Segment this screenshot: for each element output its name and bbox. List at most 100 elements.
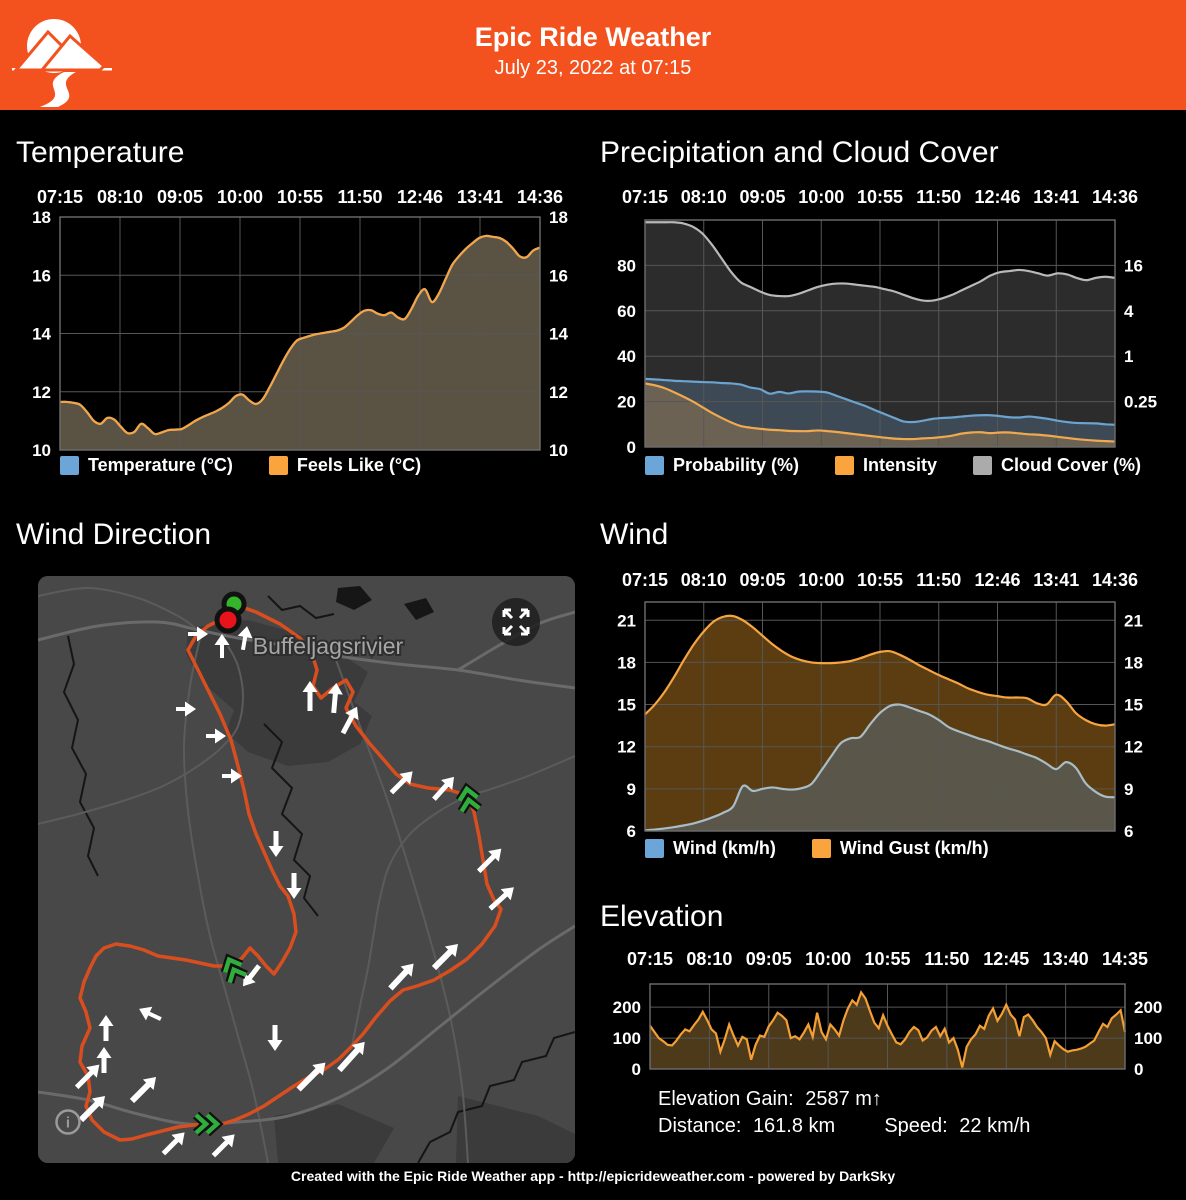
legend-swatch [60, 456, 79, 475]
info-button[interactable]: i [55, 1109, 81, 1135]
x-tick-label: 10:55 [857, 570, 903, 590]
legend-label: Cloud Cover (%) [1001, 455, 1142, 475]
x-tick-label: 14:36 [1092, 570, 1138, 590]
wind-arrow-icon [302, 681, 318, 711]
wind-direction-map[interactable]: Buffeljagsrivier i [38, 576, 575, 1163]
page-title: Epic Ride Weather [474, 22, 712, 52]
speed-label: Speed: [884, 1115, 948, 1137]
wind-arrow-icon [296, 1062, 326, 1092]
series-lines [59, 234, 541, 436]
expand-arrow-icon [502, 624, 514, 636]
wind-chart-svg: 07:15 08:10 09:05 10:00 10:55 11:50 12:46 13:41… [617, 570, 1143, 841]
wind-arrow-icon [488, 887, 514, 911]
legend-item: Probability (%) [645, 455, 799, 476]
y-tick-label-right: 16 [1124, 256, 1143, 275]
road-minor [38, 645, 245, 825]
legend-label: Wind (km/h) [673, 838, 776, 858]
temperature-chart-svg: 07:15 08:10 09:05 10:00 10:55 11:50 12:46 13:41… [32, 187, 568, 460]
x-tick-label: 10:55 [857, 187, 903, 207]
expand-arrow-icon [518, 624, 530, 636]
elevation-gain-value: 2587 m↑ [805, 1088, 882, 1110]
y-tick-label-right: 12 [549, 383, 568, 402]
legend-item: Feels Like (°C) [268, 455, 422, 476]
y-tick-label-right: 0 [1134, 1060, 1143, 1079]
wind-arrow-icon [98, 1015, 114, 1041]
x-tick-label: 08:10 [97, 187, 143, 207]
legend-label: Feels Like (°C) [296, 455, 422, 475]
legend-label: Probability (%) [673, 455, 800, 475]
x-tick-label: 07:15 [627, 949, 673, 969]
y-tick-label-right: 15 [1124, 696, 1143, 715]
x-tick-label: 12:45 [983, 949, 1029, 969]
x-tick-label: 10:00 [217, 187, 263, 207]
x-tick-label: 11:50 [337, 187, 382, 207]
report-datetime: July 23, 2022 at 07:15 [494, 57, 692, 79]
x-tick-label: 14:35 [1102, 949, 1148, 969]
x-tick-label: 07:15 [622, 570, 668, 590]
y-tick-label-left: 21 [617, 611, 636, 630]
route-map-svg[interactable]: Buffeljagsrivier i [38, 576, 575, 1163]
x-tick-label: 12:46 [397, 187, 443, 207]
map-water-blob [336, 586, 372, 610]
legend-swatch [973, 456, 993, 475]
x-tick-label: 12:46 [974, 570, 1020, 590]
route-direction-chevron-icon [220, 953, 248, 984]
wind-arrow-icon [389, 771, 413, 795]
legend-item: Wind Gust (km/h) [811, 838, 989, 859]
app-header: Epic Ride Weather July 23, 2022 at 07:15 [0, 0, 1186, 110]
y-tick-label-left: 18 [32, 208, 51, 227]
wind-arrow-icon [129, 1076, 157, 1104]
wind-arrow-icon [139, 1006, 162, 1021]
y-tick-label-right: 10 [549, 441, 568, 460]
wind-arrow-icon [388, 963, 414, 991]
wind-arrow-icon [214, 634, 230, 658]
wind-legend: Wind (km/h) Wind Gust (km/h) [645, 838, 989, 859]
legend-item: Wind (km/h) [645, 838, 776, 859]
x-tick-label: 14:36 [517, 187, 563, 207]
wind-arrow-icon [237, 626, 253, 651]
grid [644, 602, 1116, 832]
x-tick-label: 10:00 [798, 570, 844, 590]
legend-item: Intensity [835, 455, 937, 476]
wind-arrow-icon [286, 873, 302, 899]
footer-credit: Created with the Epic Ride Weather app -… [290, 1168, 896, 1184]
legend-swatch [645, 839, 664, 858]
x-tick-label: 09:05 [739, 187, 785, 207]
y-tick-label-left: 60 [617, 302, 636, 321]
y-tick-label-right: 18 [549, 208, 568, 227]
legend-item: Cloud Cover (%) [973, 455, 1141, 476]
wind-arrow-icon [242, 964, 261, 987]
x-tick-label: 12:46 [974, 187, 1020, 207]
temperature-chart: 07:15 08:10 09:05 10:00 10:55 11:50 12:46 13:41… [14, 183, 594, 484]
x-tick-label: 13:41 [457, 187, 503, 207]
x-tick-label: 14:36 [1092, 187, 1138, 207]
info-icon [55, 1109, 81, 1135]
fullscreen-button[interactable] [492, 598, 540, 646]
legend-label: Temperature (°C) [88, 455, 233, 475]
route-path [78, 602, 503, 1142]
wind-arrow-icon [188, 626, 208, 642]
plot-border [644, 219, 1116, 448]
map-terrain-patch [274, 1104, 394, 1163]
x-tick-label: 08:10 [681, 187, 727, 207]
precipitation-legend: Probability (%) Intensity Cloud Cover (%) [645, 455, 1141, 476]
road-minor [38, 586, 199, 631]
expand-arrow-icon [518, 608, 530, 620]
route-direction-chevron-icon [455, 782, 483, 814]
y-tick-label-right: 100 [1134, 1029, 1162, 1048]
road-minor [182, 637, 269, 1163]
x-tick-label: 08:10 [686, 949, 732, 969]
legend-item: Temperature (°C) [60, 455, 233, 476]
x-tick-label: 10:00 [805, 949, 851, 969]
y-tick-label-left: 18 [617, 653, 636, 672]
y-tick-label-right: 14 [549, 325, 568, 344]
temperature-legend: Temperature (°C) Feels Like (°C) [60, 455, 421, 476]
x-tick-label: 10:55 [277, 187, 323, 207]
wind-chart: 07:15 08:10 09:05 10:00 10:55 11:50 12:46 13:41… [598, 566, 1186, 871]
distance-speed-row: Distance: 161.8 km Speed: 22 km/h [658, 1113, 1036, 1140]
wind-arrow-icon [206, 728, 226, 744]
map-place-label: Buffeljagsrivier [253, 633, 404, 659]
y-tick-label-left: 6 [627, 822, 636, 841]
y-tick-label-right: 12 [1124, 738, 1143, 757]
info-icon-glyph: i [66, 1115, 70, 1132]
